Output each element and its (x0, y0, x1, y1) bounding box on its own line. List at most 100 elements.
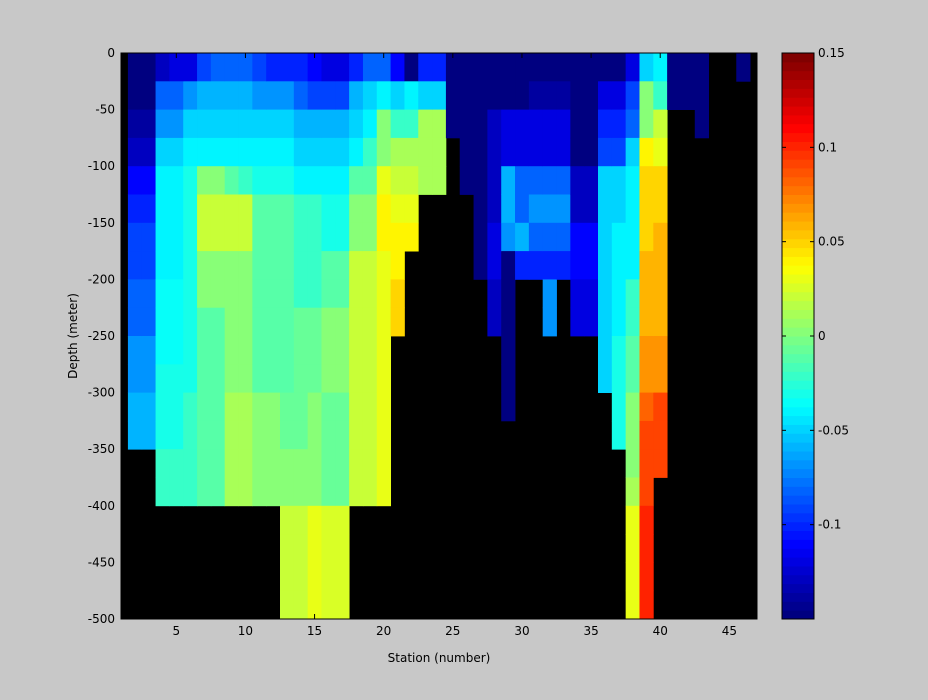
heatmap-cell (349, 307, 364, 337)
heatmap-cell (625, 166, 640, 195)
heatmap-cell (639, 392, 654, 422)
heatmap-cell (376, 109, 392, 139)
heatmap-cell (487, 137, 502, 167)
heatmap-cell (266, 251, 281, 280)
heatmap-cell (335, 81, 350, 110)
heatmap-cell (459, 137, 474, 167)
colorbar-tick-label: 0.1 (818, 140, 837, 154)
colorbar-swatch (782, 353, 814, 364)
y-tick-label: -500 (88, 612, 115, 626)
heatmap-cell (210, 222, 226, 252)
heatmap-cell (307, 392, 322, 422)
colorbar-swatch (782, 371, 814, 381)
heatmap-cell (390, 53, 405, 82)
heatmap-cell (376, 81, 392, 110)
heatmap-cell (210, 109, 226, 139)
x-tick-label: 35 (583, 624, 598, 638)
heatmap-cell (667, 53, 682, 82)
heatmap-cell (432, 137, 447, 167)
heatmap-cell (432, 81, 447, 110)
heatmap-cell (224, 449, 239, 478)
heatmap-cell (404, 222, 419, 252)
heatmap-cell (611, 109, 627, 139)
heatmap-cell (376, 449, 392, 478)
heatmap-cell (155, 222, 170, 252)
heatmap-cell (639, 137, 654, 167)
heatmap-cell (280, 449, 295, 478)
heatmap-cell (473, 137, 488, 167)
heatmap-cell (141, 307, 156, 337)
heatmap-cell (321, 477, 336, 507)
heatmap-cell (584, 53, 599, 82)
heatmap-cell (611, 307, 627, 337)
heatmap-cell (169, 137, 184, 167)
heatmap-cell (459, 81, 474, 110)
heatmap-cell (501, 166, 516, 195)
heatmap-cell (321, 53, 336, 82)
heatmap-cell (625, 392, 640, 422)
colorbar-swatch (782, 530, 814, 540)
colorbar-swatch (782, 238, 814, 249)
plot-cells (121, 53, 757, 620)
heatmap-cell (639, 364, 654, 393)
colorbar-swatch (782, 159, 814, 169)
heatmap-cell (197, 307, 212, 337)
heatmap-cell (570, 109, 585, 139)
heatmap-cell (528, 222, 544, 252)
heatmap-cell (487, 307, 502, 337)
heatmap-cell (127, 336, 143, 365)
colorbar-swatch (782, 318, 814, 328)
heatmap-cell (611, 392, 627, 422)
heatmap-cell (293, 166, 309, 195)
colorbar-swatch (782, 415, 814, 425)
heatmap-cell (556, 222, 571, 252)
heatmap-cell (293, 307, 309, 337)
colorbar-swatch (782, 256, 814, 266)
heatmap-cell (280, 364, 295, 393)
heatmap-cell (570, 166, 585, 195)
heatmap-cell (390, 137, 405, 167)
heatmap-cell (169, 251, 184, 280)
heatmap-cell (390, 307, 405, 337)
heatmap-cell (210, 364, 226, 393)
heatmap-cell (155, 364, 170, 393)
heatmap-cell (293, 53, 309, 82)
heatmap-cell (169, 364, 184, 393)
y-tick-label: -450 (88, 555, 115, 569)
colorbar-swatch (782, 282, 814, 293)
heatmap-cell (376, 392, 392, 422)
heatmap-cell (127, 194, 143, 224)
colorbar-swatch (782, 212, 814, 222)
heatmap-cell (680, 53, 696, 82)
heatmap-cell (183, 194, 198, 224)
heatmap-cell (515, 137, 530, 167)
heatmap-cell (280, 505, 295, 535)
heatmap-cell (252, 137, 267, 167)
heatmap-cell (293, 392, 309, 422)
heatmap-cell (390, 251, 405, 280)
heatmap-cell (238, 449, 253, 478)
heatmap-cell (335, 166, 350, 195)
heatmap-cell (653, 53, 668, 82)
heatmap-cell (349, 279, 364, 309)
heatmap-cell (127, 222, 143, 252)
x-tick-label: 20 (376, 624, 391, 638)
heatmap-cell (625, 251, 640, 280)
heatmap-cell (694, 53, 710, 82)
heatmap-cell (252, 109, 267, 139)
heatmap-cell (362, 222, 378, 252)
heatmap-cell (238, 336, 253, 365)
heatmap-cell (611, 251, 627, 280)
heatmap-cell (321, 534, 336, 563)
heatmap-cell (362, 420, 378, 450)
heatmap-cell (639, 279, 654, 309)
heatmap-cell (197, 477, 212, 507)
heatmap-cell (611, 137, 627, 167)
y-tick-label: -100 (88, 159, 115, 173)
heatmap-cell (210, 251, 226, 280)
heatmap-cell (528, 251, 544, 280)
heatmap-cell (584, 109, 599, 139)
heatmap-cell (293, 251, 309, 280)
heatmap-cell (625, 477, 640, 507)
